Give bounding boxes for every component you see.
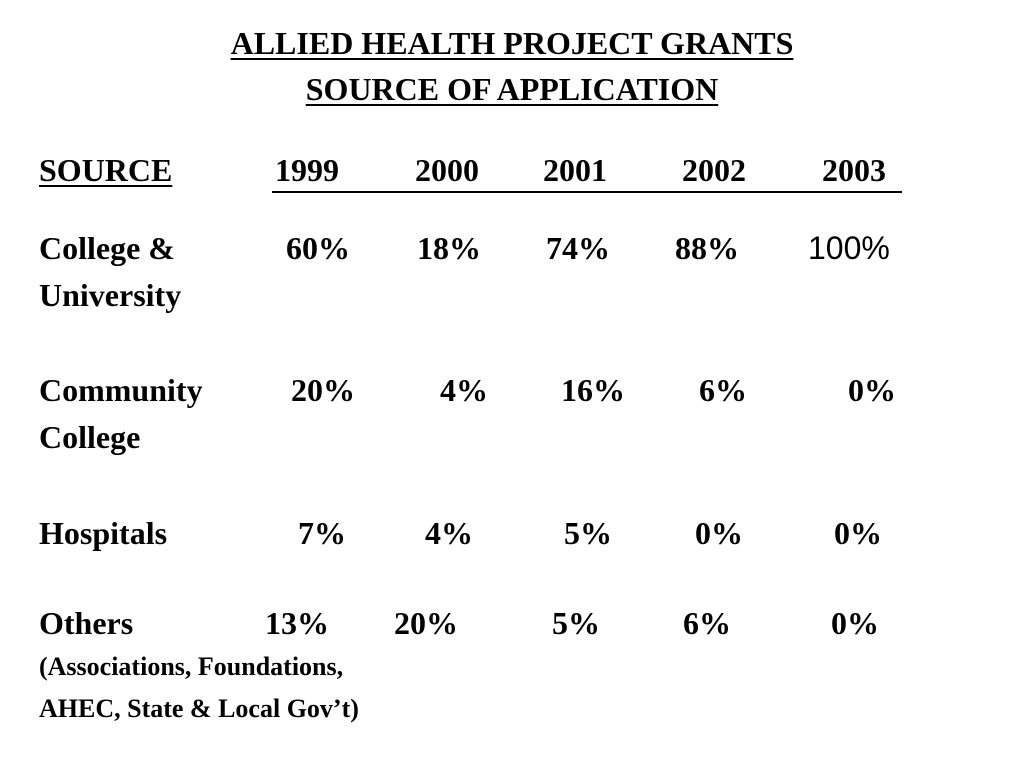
cell-2003: 100% [808, 230, 890, 266]
row-label: College & [39, 230, 175, 266]
cell-2000: 4% [425, 515, 473, 551]
title-line-1: ALLIED HEALTH PROJECT GRANTS [230, 25, 794, 61]
row-label: Community [39, 372, 203, 408]
cell-2002: 88% [675, 230, 739, 266]
cell-2001: 5% [552, 605, 600, 641]
row-label-line2: College [39, 419, 141, 455]
cell-2002: 0% [695, 515, 743, 551]
row-label-line2: University [39, 277, 182, 313]
row-label: Others [39, 605, 134, 641]
header-year-2000: 2000 [415, 152, 479, 188]
cell-2001: 74% [546, 230, 610, 266]
cell-2003: 0% [848, 372, 896, 408]
header-year-1999: 1999 [275, 152, 339, 188]
header-year-2002: 2002 [682, 152, 746, 188]
cell-2002: 6% [699, 372, 747, 408]
cell-1999: 20% [291, 372, 355, 408]
cell-2001: 16% [561, 372, 625, 408]
others-note-line1: (Associations, Foundations, [39, 652, 344, 681]
cell-1999: 13% [265, 605, 329, 641]
row-label: Hospitals [39, 515, 168, 551]
cell-1999: 60% [286, 230, 350, 266]
header-years-underline [272, 147, 902, 193]
cell-2001: 5% [564, 515, 612, 551]
cell-2000: 20% [394, 605, 458, 641]
title-line-2: SOURCE OF APPLICATION [305, 71, 719, 107]
cell-2003: 0% [831, 605, 879, 641]
cell-2003: 0% [834, 515, 882, 551]
header-year-2003: 2003 [822, 152, 886, 188]
others-note-line2: AHEC, State & Local Gov’t) [39, 694, 359, 723]
header-year-2001: 2001 [543, 152, 607, 188]
cell-2002: 6% [683, 605, 731, 641]
cell-2000: 4% [440, 372, 488, 408]
cell-2000: 18% [417, 230, 481, 266]
header-source: SOURCE [39, 152, 173, 188]
cell-1999: 7% [298, 515, 346, 551]
